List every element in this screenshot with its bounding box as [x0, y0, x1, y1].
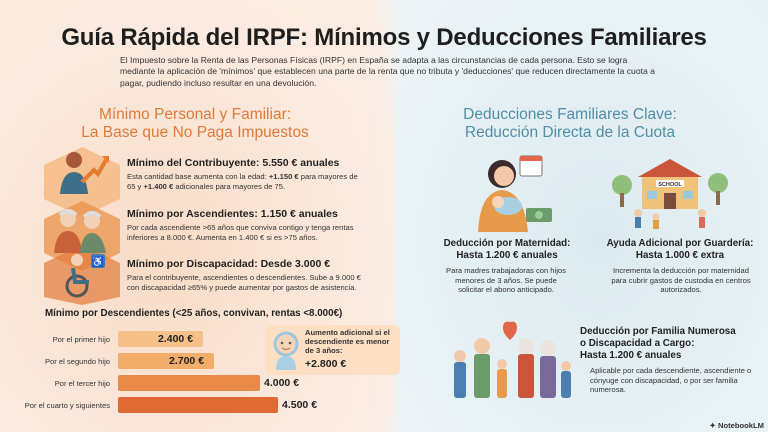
intro-paragraph: El Impuesto sobre la Renta de las Person…: [120, 55, 655, 88]
disability-minimum-text: Para el contribuyente, ascendientes o de…: [127, 273, 361, 292]
bar-label: Por el primer hijo: [52, 335, 110, 344]
bar-label: Por el cuarto y siguientes: [24, 401, 110, 410]
daycare-title-line1: Ayuda Adicional por Guardería:: [606, 238, 754, 249]
elderly-couple-icon: [54, 209, 106, 253]
callout-value: +2.800 €: [305, 358, 347, 370]
large-family-deduction-title: Deducción por Familia Numerosa o Discapa…: [580, 326, 765, 361]
bar-value: 2.700 €: [169, 355, 205, 367]
school-icon: SCHOOL: [612, 159, 728, 229]
daycare-title-line2: Hasta 1.000 € extra: [635, 249, 725, 261]
maternity-title-line2: Hasta 1.200 € anuales: [456, 249, 558, 261]
page-title: Guía Rápida del IRPF: Mínimos y Deduccio…: [61, 24, 707, 51]
large-family-title-line1: Deducción por Familia Numerosa: [580, 326, 736, 337]
taxpayer-minimum-title: Mínimo del Contribuyente: 5.550 € anuale…: [127, 157, 340, 169]
ascendants-minimum-text: Por cada ascendiente >65 años que conviv…: [127, 223, 354, 242]
descendants-title: Mínimo por Descendientes (<25 años, conv…: [45, 308, 343, 319]
descendant-bar: [118, 353, 214, 369]
descendant-bar: [118, 397, 278, 413]
daycare-aid-title: Ayuda Adicional por Guardería: Hasta 1.0…: [595, 238, 765, 262]
large-family-title-line3: Hasta 1.200 € anuales: [580, 349, 682, 361]
school-sign: SCHOOL: [658, 182, 682, 188]
descendant-bar: [118, 331, 203, 347]
left-section-heading: Mínimo Personal y Familiar: La Base que …: [60, 106, 330, 142]
large-family-deduction-text: Aplicable por cada descendiente, ascendi…: [590, 366, 752, 395]
left-heading-line2: La Base que No Paga Impuestos: [81, 124, 309, 141]
large-family-title-line2: o Discapacidad a Cargo:: [580, 337, 695, 349]
taxpayer-minimum-text: Esta cantidad base aumenta con la edad: …: [127, 172, 358, 191]
bar-value: 2.400 €: [158, 333, 194, 345]
baby-icon: [273, 331, 299, 370]
brand-text: NotebookLM: [718, 421, 764, 430]
maternity-deduction-text: Para madres trabajadoras con hijos menor…: [446, 266, 566, 295]
maternity-deduction-title: Deducción por Maternidad: Hasta 1.200 € …: [432, 238, 582, 262]
bar-label: Por el segundo hijo: [44, 357, 110, 366]
right-section-heading: Deducciones Familiares Clave: Reducción …: [450, 106, 690, 142]
disability-icon: ♿: [65, 254, 105, 298]
ascendants-minimum-title: Mínimo por Ascendientes: 1.150 € anuales: [127, 208, 338, 220]
brand-label: ✦ NotebookLM: [709, 421, 764, 430]
daycare-aid-text: Incrementa la deducción por maternidad p…: [611, 266, 751, 295]
maternity-title-line1: Deducción por Maternidad:: [443, 238, 571, 249]
mother-baby-icon: [478, 155, 552, 232]
bar-label: Por el tercer hijo: [54, 379, 110, 388]
right-heading-line2: Reducción Directa de la Cuota: [464, 124, 676, 141]
right-heading-line1: Deducciones Familiares Clave:: [463, 106, 677, 123]
callout-text: Aumento adicional si el descendiente es …: [305, 328, 390, 355]
svg-text:♿: ♿: [92, 255, 104, 268]
bar-value: 4.000 €: [264, 377, 300, 389]
descendant-bar: [118, 375, 260, 391]
large-family-icon: [454, 321, 571, 398]
taxpayer-growth-icon: [60, 152, 109, 194]
disability-minimum-title: Mínimo por Discapacidad: Desde 3.000 €: [127, 258, 331, 270]
left-heading-line1: Mínimo Personal y Familiar:: [98, 106, 292, 123]
bar-value: 4.500 €: [282, 399, 318, 411]
